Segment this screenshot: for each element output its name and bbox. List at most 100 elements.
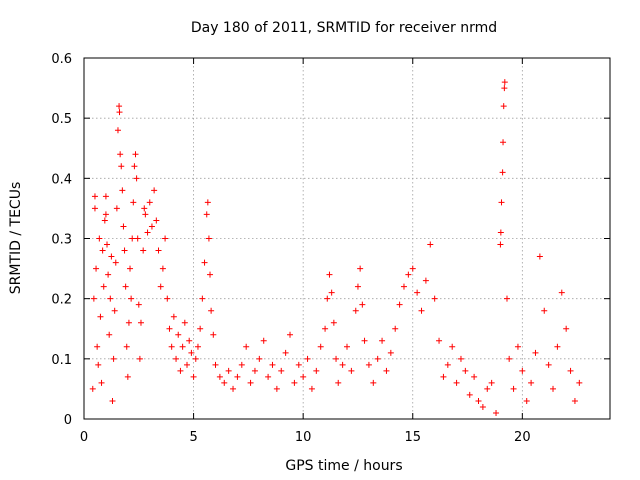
data-points [89, 79, 583, 416]
data-point [330, 319, 337, 326]
data-point [243, 343, 250, 350]
data-point [324, 295, 331, 302]
data-point [159, 265, 166, 272]
data-point [554, 343, 561, 350]
data-point [140, 247, 147, 254]
data-point [207, 271, 214, 278]
data-point [322, 325, 329, 332]
data-point [133, 175, 140, 182]
data-point [501, 85, 508, 92]
data-point [348, 367, 355, 374]
data-point [142, 211, 149, 218]
data-point [427, 241, 434, 248]
data-point [265, 373, 272, 380]
data-point [208, 307, 215, 314]
data-point [344, 343, 350, 350]
data-point [94, 343, 101, 350]
data-point [365, 361, 372, 368]
data-point [128, 295, 135, 302]
x-axis-label: GPS time / hours [285, 458, 402, 474]
data-point [177, 367, 184, 374]
data-point [205, 235, 212, 242]
data-point [129, 235, 136, 242]
data-point [89, 385, 96, 392]
data-point [216, 373, 223, 380]
data-point [256, 355, 263, 362]
data-point [567, 367, 574, 374]
data-point [361, 337, 368, 344]
data-point [457, 355, 464, 362]
data-point [91, 205, 98, 212]
x-tick-label: 20 [514, 430, 531, 445]
data-point [414, 289, 421, 296]
data-point [328, 289, 335, 296]
data-point [466, 391, 473, 398]
data-point [93, 265, 100, 272]
data-point [190, 373, 197, 380]
data-point [359, 301, 366, 308]
data-point [440, 373, 447, 380]
data-point [357, 265, 364, 272]
data-point [102, 193, 109, 200]
x-tick-label: 10 [295, 430, 312, 445]
data-point [123, 343, 130, 350]
data-point [313, 367, 320, 374]
data-point [370, 379, 377, 386]
data-point [132, 151, 139, 158]
data-point [201, 259, 208, 266]
data-point [436, 337, 443, 344]
data-point [514, 343, 521, 350]
data-point [396, 301, 403, 308]
data-point [118, 163, 125, 170]
data-point [181, 319, 188, 326]
y-tick-label: 0.1 [51, 353, 72, 368]
data-point [134, 235, 141, 242]
data-point [204, 199, 211, 206]
data-point [269, 361, 276, 368]
data-point [374, 355, 381, 362]
data-point [121, 247, 128, 254]
data-point [210, 331, 217, 338]
data-point [116, 103, 123, 110]
data-point [137, 319, 144, 326]
data-point [144, 229, 151, 236]
data-point [418, 307, 425, 314]
data-point [422, 277, 429, 284]
data-point [475, 397, 482, 404]
data-point [278, 367, 285, 374]
data-point [563, 325, 570, 332]
data-point [146, 199, 153, 206]
data-point [238, 361, 245, 368]
data-point [484, 385, 491, 392]
y-axis-label: SRMTID / TECUs [8, 182, 24, 295]
data-point [157, 283, 164, 290]
data-point [114, 127, 121, 134]
data-point [300, 373, 307, 380]
data-point [251, 367, 258, 374]
data-point [166, 325, 173, 332]
data-point [119, 187, 126, 194]
data-point [493, 409, 500, 416]
data-point [339, 361, 346, 368]
data-point [528, 379, 535, 386]
data-point [354, 283, 361, 290]
data-point [497, 241, 504, 248]
data-point [536, 253, 543, 260]
data-point [179, 343, 186, 350]
data-point [151, 187, 158, 194]
y-tick-label: 0.3 [51, 233, 72, 248]
y-tick-label: 0.6 [51, 52, 72, 67]
data-point [501, 79, 508, 86]
data-point [127, 265, 134, 272]
tick-layer: 0 5 10 15 20 0 0.1 0.2 0.3 0.4 0.5 0.6 [51, 52, 610, 445]
data-point [234, 373, 241, 380]
x-tick-label: 5 [189, 430, 197, 445]
data-point [387, 349, 394, 356]
data-point [153, 217, 160, 224]
data-point [510, 385, 517, 392]
data-point [102, 211, 109, 218]
data-point [136, 355, 143, 362]
data-point [500, 139, 507, 146]
data-point [471, 373, 478, 380]
